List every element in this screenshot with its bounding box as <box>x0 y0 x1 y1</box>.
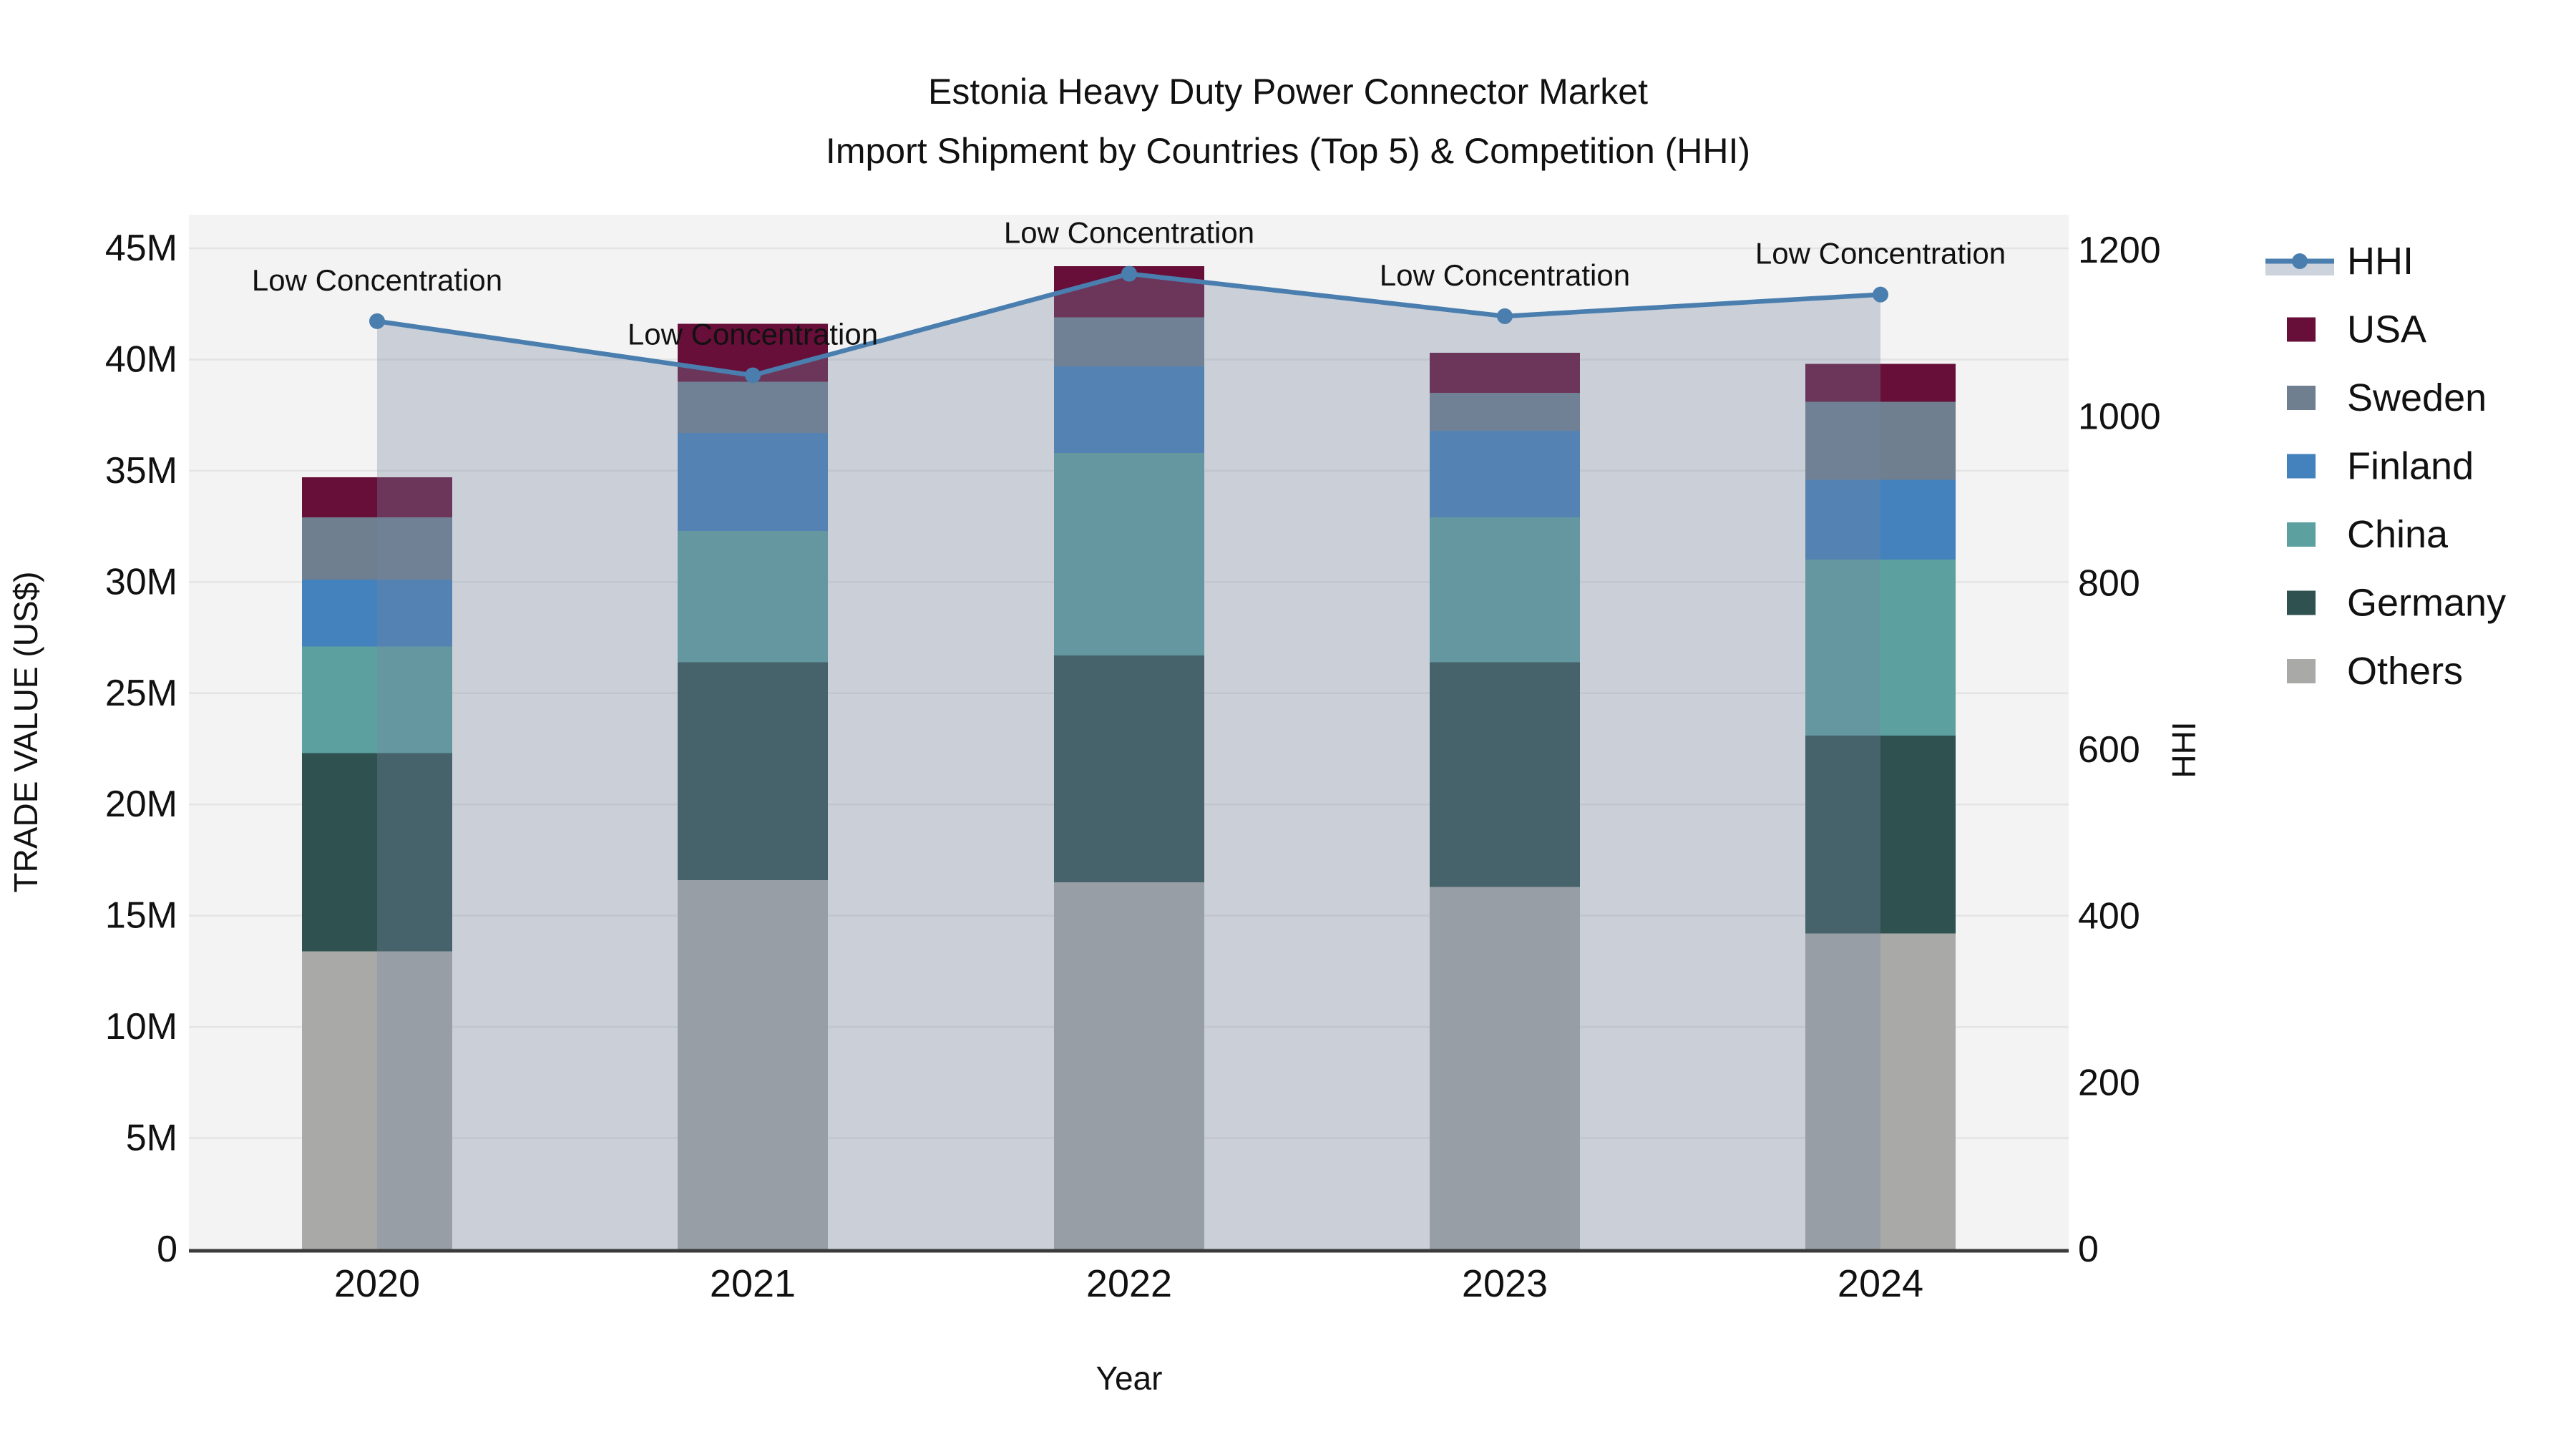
bar-segment-others-2022[interactable] <box>1054 882 1204 1249</box>
legend-swatch-germany <box>2287 590 2316 615</box>
y-left-tick: 5M <box>126 1118 177 1159</box>
bar-segment-germany-2024[interactable] <box>1805 735 1956 934</box>
hhi-point-2022[interactable] <box>1121 265 1137 282</box>
bar-segment-others-2023[interactable] <box>1430 887 1580 1249</box>
legend-label-hhi: HHI <box>2347 240 2414 283</box>
x-tick-2020: 2020 <box>334 1262 420 1305</box>
legend-item-china[interactable]: China <box>2287 513 2449 556</box>
hhi-point-2023[interactable] <box>1497 308 1513 324</box>
bar-segment-germany-2022[interactable] <box>1054 655 1204 883</box>
bar-segment-sweden-2021[interactable] <box>678 381 828 434</box>
bar-2022 <box>1054 265 1204 1249</box>
hhi-area-fill <box>377 273 1880 1249</box>
bar-segment-china-2023[interactable] <box>1430 517 1580 663</box>
bar-segment-finland-2020[interactable] <box>302 580 452 647</box>
bar-segment-others-2020[interactable] <box>302 951 452 1249</box>
y-left-tick: 0 <box>157 1229 177 1270</box>
y-left-tick: 30M <box>105 561 177 602</box>
bar-segment-finland-2023[interactable] <box>1430 430 1580 518</box>
annotation-2024: Low Concentration <box>1755 237 2006 270</box>
y-left-tick: 45M <box>105 228 177 269</box>
legend-label-others: Others <box>2347 650 2463 693</box>
legend-item-sweden[interactable]: Sweden <box>2287 376 2487 419</box>
legend-swatch-others <box>2287 659 2316 683</box>
y-right-axis-title: HHI <box>2165 721 2202 778</box>
y-left-tick: 15M <box>105 895 177 937</box>
x-tick-2021: 2021 <box>710 1262 796 1305</box>
bar-segment-finland-2021[interactable] <box>678 433 828 531</box>
y-right-tick: 1200 <box>2078 230 2161 271</box>
annotation-2022: Low Concentration <box>1004 216 1254 250</box>
bar-2020 <box>302 477 452 1249</box>
legend-item-others[interactable]: Others <box>2287 650 2463 693</box>
bar-segment-sweden-2020[interactable] <box>302 517 452 580</box>
bar-segment-finland-2024[interactable] <box>1805 479 1956 560</box>
bar-segment-sweden-2023[interactable] <box>1430 393 1580 431</box>
y-left-tick: 35M <box>105 450 177 492</box>
bar-segment-others-2024[interactable] <box>1805 933 1956 1249</box>
bar-segment-others-2021[interactable] <box>678 879 828 1249</box>
y-right-tick: 0 <box>2078 1229 2099 1270</box>
chart-title-line1: Estonia Heavy Duty Power Connector Marke… <box>928 72 1648 112</box>
x-tick-2024: 2024 <box>1838 1262 1923 1305</box>
bar-segment-china-2020[interactable] <box>302 646 452 753</box>
hhi-point-2024[interactable] <box>1873 286 1888 303</box>
y-right-tick: 400 <box>2078 896 2140 937</box>
bar-segment-china-2022[interactable] <box>1054 453 1204 655</box>
legend-item-finland[interactable]: Finland <box>2287 445 2474 488</box>
bar-segment-sweden-2024[interactable] <box>1805 401 1956 480</box>
chart-title-line2: Import Shipment by Countries (Top 5) & C… <box>826 131 1750 171</box>
annotation-2020: Low Concentration <box>252 263 502 297</box>
legend-swatch-finland <box>2287 454 2316 479</box>
hhi-point-2021[interactable] <box>745 367 761 384</box>
legend-label-germany: Germany <box>2347 582 2506 625</box>
bar-segment-usa-2020[interactable] <box>302 477 452 518</box>
bar-segment-china-2024[interactable] <box>1805 560 1956 736</box>
legend-label-finland: Finland <box>2347 445 2474 488</box>
legend-swatch-sweden <box>2287 386 2316 410</box>
legend-label-sweden: Sweden <box>2347 376 2487 419</box>
bar-segment-germany-2023[interactable] <box>1430 662 1580 887</box>
x-tick-2023: 2023 <box>1462 1262 1548 1305</box>
legend: HHI USA Sweden Finland China Germany Others <box>2265 240 2506 693</box>
bar-segment-usa-2024[interactable] <box>1805 364 1956 402</box>
bar-2024 <box>1805 364 1956 1249</box>
hhi-point-2020[interactable] <box>369 313 385 329</box>
y-left-tick: 40M <box>105 338 177 380</box>
legend-label-china: China <box>2347 513 2449 556</box>
legend-swatch-usa <box>2287 317 2316 342</box>
annotation-2023: Low Concentration <box>1380 258 1630 292</box>
bar-segment-sweden-2022[interactable] <box>1054 317 1204 366</box>
bar-segment-germany-2020[interactable] <box>302 753 452 952</box>
x-tick-2022: 2022 <box>1086 1262 1172 1305</box>
bar-segment-finland-2022[interactable] <box>1054 366 1204 454</box>
y-right-tick: 800 <box>2078 562 2140 604</box>
y-left-tick: 10M <box>105 1006 177 1048</box>
bar-segment-china-2021[interactable] <box>678 530 828 663</box>
y-left-tick: 25M <box>105 673 177 714</box>
legend-label-usa: USA <box>2347 308 2426 351</box>
y-right-tick: 600 <box>2078 729 2140 771</box>
y-right-tick: 1000 <box>2078 396 2161 438</box>
annotation-2021: Low Concentration <box>628 318 878 351</box>
y-right-tick: 200 <box>2078 1062 2140 1103</box>
y-left-tick: 20M <box>105 784 177 825</box>
plot-layer: Low Concentration Low Concentration Low Co… <box>105 215 2161 1305</box>
y-left-axis-title: TRADE VALUE (US$) <box>7 571 44 892</box>
legend-item-usa[interactable]: USA <box>2287 308 2426 351</box>
legend-item-germany[interactable]: Germany <box>2287 582 2506 625</box>
bar-segment-usa-2023[interactable] <box>1430 353 1580 394</box>
x-axis-title: Year <box>1096 1360 1163 1397</box>
bar-segment-germany-2021[interactable] <box>678 662 828 880</box>
bar-2023 <box>1430 353 1580 1249</box>
legend-hhi-marker <box>2292 253 2308 269</box>
legend-swatch-china <box>2287 522 2316 547</box>
legend-item-hhi[interactable]: HHI <box>2265 240 2414 283</box>
